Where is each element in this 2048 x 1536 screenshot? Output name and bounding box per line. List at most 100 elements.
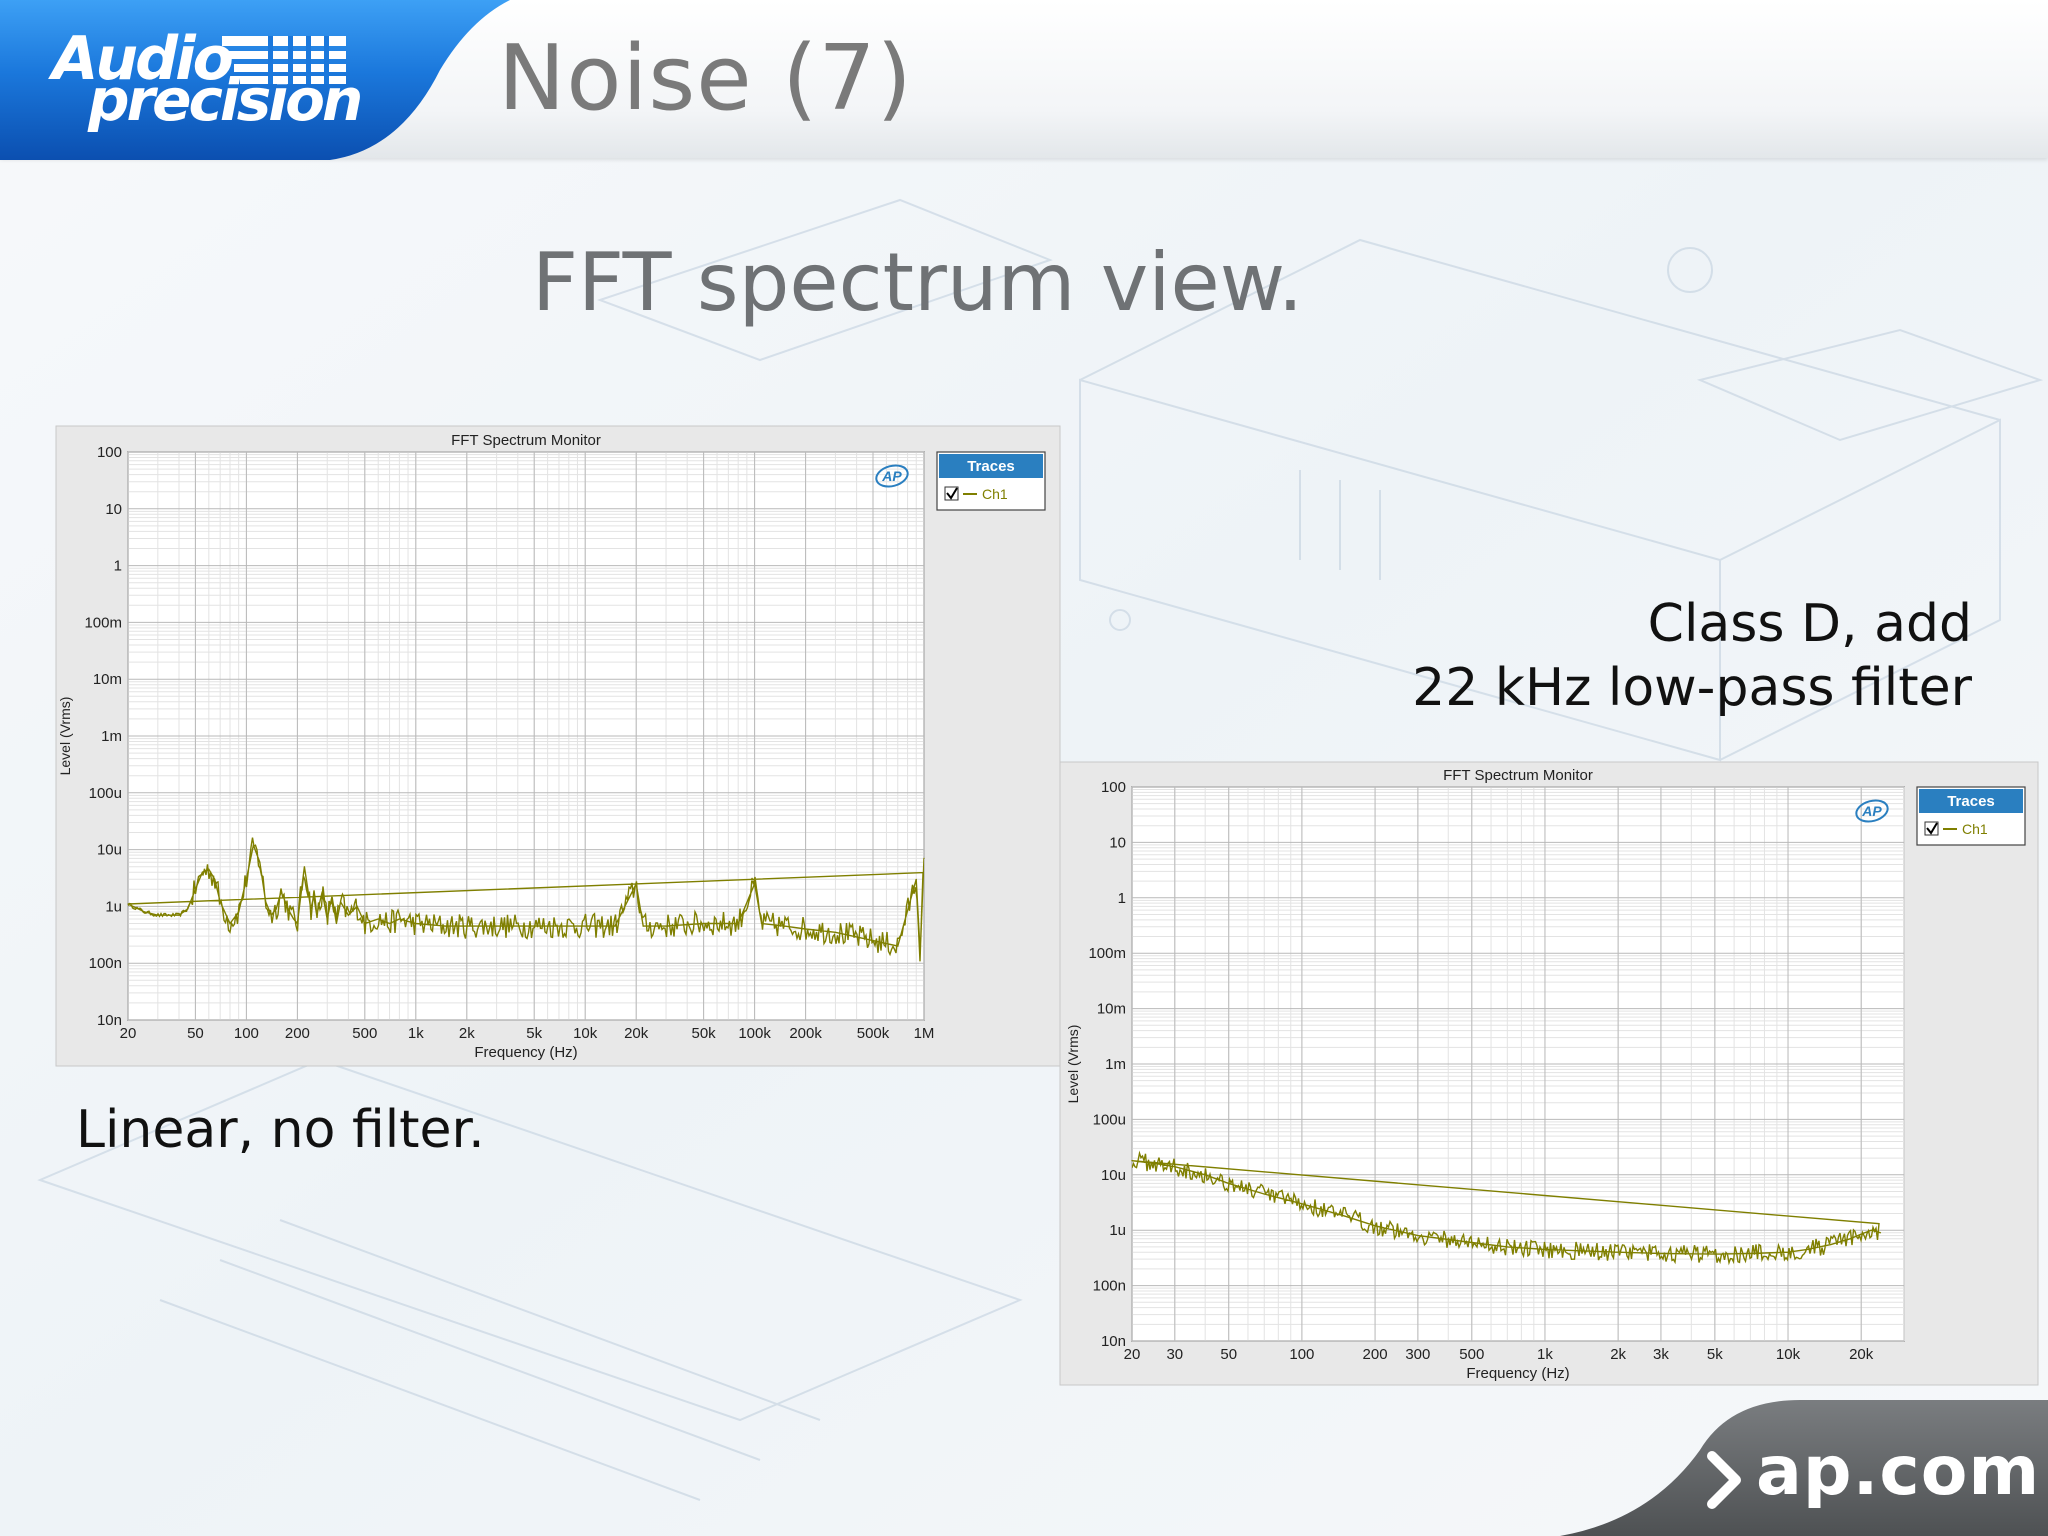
y-tick-label: 100u — [89, 785, 122, 802]
legend-entry-ch1: Ch1 — [982, 486, 1008, 502]
data-point — [1879, 1232, 1882, 1234]
data-point — [310, 908, 312, 910]
x-tick-label: 5k — [1707, 1346, 1723, 1363]
data-point — [284, 901, 287, 903]
data-point — [1471, 1241, 1473, 1244]
data-point — [635, 883, 637, 885]
y-tick-label: 10u — [1101, 1167, 1126, 1184]
x-tick-label: 5k — [526, 1025, 542, 1042]
x-tick-label: 20 — [1124, 1346, 1141, 1363]
data-point — [219, 901, 221, 903]
data-point — [445, 925, 447, 927]
legend-title: Traces — [967, 458, 1015, 475]
data-point — [331, 895, 333, 897]
data-point — [1830, 1243, 1832, 1246]
data-point — [321, 891, 323, 893]
y-tick-label: 100n — [89, 955, 122, 972]
data-point — [259, 861, 261, 863]
data-point — [293, 918, 295, 920]
data-point — [1749, 1252, 1751, 1255]
y-tick-label: 100u — [1093, 1111, 1126, 1128]
x-tick-label: 500 — [352, 1025, 377, 1042]
legend-box: Traces Ch1 — [936, 451, 1046, 511]
legend-header — [939, 454, 1043, 478]
data-point — [194, 888, 197, 890]
x-tick-label: 10k — [1776, 1346, 1801, 1363]
data-point — [316, 914, 318, 916]
data-point — [1263, 1193, 1265, 1195]
y-axis-label: Level (Vrms) — [57, 697, 73, 776]
fft-chart-unfiltered: 20 50 100 200 500 1k 2k 5k 10k 20k 50k 100k 200k 500k… — [55, 425, 1061, 1067]
logo-bars-icon — [222, 36, 346, 84]
data-point — [642, 925, 644, 927]
x-tick-label: 500 — [1459, 1346, 1484, 1363]
data-point — [533, 925, 535, 927]
data-point — [923, 857, 925, 859]
x-tick-label: 10k — [573, 1025, 598, 1042]
data-point — [157, 914, 159, 916]
data-point — [1154, 1162, 1157, 1165]
legend-header — [1919, 789, 2023, 813]
x-tick-label: 50 — [187, 1025, 204, 1042]
x-tick-label: 2k — [459, 1025, 475, 1042]
data-point — [804, 928, 807, 930]
data-point — [897, 945, 899, 947]
y-tick-label: 100n — [1093, 1278, 1126, 1295]
chart-title: FFT Spectrum Monitor — [451, 432, 601, 449]
data-point — [326, 918, 328, 920]
data-point — [737, 922, 739, 925]
data-point — [1204, 1174, 1206, 1176]
y-tick-label: 100 — [1101, 779, 1126, 796]
data-point — [1806, 1248, 1808, 1251]
data-point — [1617, 1251, 1619, 1253]
x-tick-label: 100k — [738, 1025, 771, 1042]
x-tick-label: 50 — [1220, 1346, 1237, 1363]
x-tick-label: 200 — [1363, 1346, 1388, 1363]
footer-link-ap-com[interactable]: ap.com — [1756, 1432, 2041, 1511]
x-tick-label: 1k — [1537, 1346, 1553, 1363]
chevron-right-icon[interactable] — [1706, 1450, 1746, 1510]
chart-title: FFT Spectrum Monitor — [1443, 767, 1593, 784]
data-point — [296, 922, 298, 925]
data-point — [761, 922, 763, 925]
data-point — [229, 922, 231, 925]
data-point — [1714, 1253, 1716, 1255]
data-point — [214, 878, 216, 880]
series-line-ch1 — [1132, 1150, 1881, 1266]
chart-svg: 20 30 50 100 200 300 500 1k 2k 3k 5k 10k 20k 100 10 1 10… — [1059, 761, 2039, 1386]
data-point — [388, 922, 391, 925]
data-point — [1417, 1234, 1419, 1237]
x-tick-label: 1M — [914, 1025, 935, 1042]
y-tick-label: 1m — [1105, 1056, 1126, 1073]
slide-title: Noise (7) — [498, 26, 913, 131]
x-tick-label: 20 — [120, 1025, 137, 1042]
data-point — [127, 903, 129, 905]
data-point — [143, 911, 146, 913]
y-tick-label: 10n — [97, 1012, 122, 1029]
data-point — [1228, 1182, 1230, 1184]
y-tick-label: 100m — [84, 614, 122, 631]
data-point — [1174, 1166, 1176, 1168]
data-point — [1544, 1248, 1546, 1251]
x-tick-label: 300 — [1405, 1346, 1430, 1363]
data-point — [238, 911, 240, 913]
checkmark-icon — [1926, 822, 1938, 835]
caption-filtered-line1: Class D, add — [1647, 594, 1972, 654]
data-point — [270, 914, 272, 916]
data-point — [1787, 1251, 1789, 1253]
data-point — [1660, 1252, 1662, 1255]
data-point — [1374, 1225, 1376, 1227]
y-tick-label: 10m — [93, 671, 122, 688]
data-point — [187, 908, 189, 910]
ap-watermark-icon — [875, 464, 909, 488]
chart-svg: 20 50 100 200 500 1k 2k 5k 10k 20k 50k 100k 200k 500k… — [55, 425, 1061, 1067]
data-point — [289, 911, 291, 913]
data-point — [1860, 1233, 1862, 1235]
data-point — [1506, 1246, 1508, 1248]
y-tick-label: 10u — [97, 842, 122, 859]
x-axis-label: Frequency (Hz) — [474, 1044, 577, 1061]
data-point — [872, 939, 874, 942]
data-point — [356, 905, 358, 907]
major-grid — [127, 451, 925, 1021]
x-tick-label: 200k — [789, 1025, 822, 1042]
